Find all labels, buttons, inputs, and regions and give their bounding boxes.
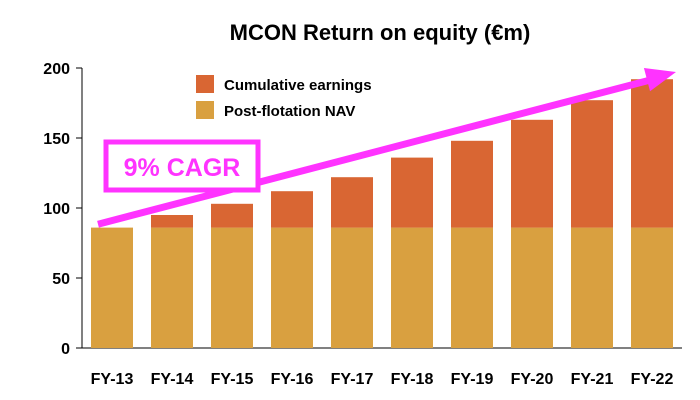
y-tick-label: 100 xyxy=(43,201,70,218)
bar-post-flotation-nav-fy-13 xyxy=(91,227,133,348)
x-tick-label: FY-21 xyxy=(571,371,614,388)
x-tick-label: FY-17 xyxy=(331,371,374,388)
cagr-arrow-line xyxy=(97,74,659,228)
x-tick-label: FY-20 xyxy=(511,371,554,388)
chart-title: MCON Return on equity (€m) xyxy=(230,20,531,45)
bar-cumulative-earnings-fy-22 xyxy=(631,79,673,228)
legend-swatch xyxy=(196,75,214,93)
cagr-label-box xyxy=(103,139,261,193)
bar-post-flotation-nav-fy-22 xyxy=(631,227,673,348)
bar-post-flotation-nav-fy-18 xyxy=(391,227,433,348)
cagr-annotation: 9% CAGR xyxy=(97,68,676,228)
bar-post-flotation-nav-fy-20 xyxy=(511,227,553,348)
bar-post-flotation-nav-fy-17 xyxy=(331,227,373,348)
bar-post-flotation-nav-fy-16 xyxy=(271,227,313,348)
bar-cumulative-earnings-fy-16 xyxy=(271,191,313,228)
cagr-label: 9% CAGR xyxy=(124,154,241,182)
bar-cumulative-earnings-fy-21 xyxy=(571,100,613,228)
bar-post-flotation-nav-fy-19 xyxy=(451,227,493,348)
x-tick-label: FY-22 xyxy=(631,371,674,388)
x-tick-label: FY-13 xyxy=(91,371,134,388)
bar-cumulative-earnings-fy-14 xyxy=(151,215,193,228)
legend-swatch xyxy=(196,101,214,119)
legend-label: Post-flotation NAV xyxy=(224,103,355,120)
x-tick-label: FY-16 xyxy=(271,371,314,388)
bar-post-flotation-nav-fy-14 xyxy=(151,227,193,348)
y-tick-label: 200 xyxy=(43,61,70,78)
y-tick-label: 50 xyxy=(52,271,70,288)
bar-cumulative-earnings-fy-20 xyxy=(511,119,553,228)
bar-cumulative-earnings-fy-17 xyxy=(331,177,373,228)
legend-label: Cumulative earnings xyxy=(224,77,372,94)
y-tick-label: 150 xyxy=(43,131,70,148)
bar-cumulative-earnings-fy-19 xyxy=(451,140,493,228)
bar-cumulative-earnings-fy-15 xyxy=(211,203,253,228)
cagr-arrow-head xyxy=(643,68,676,92)
bar-post-flotation-nav-fy-21 xyxy=(571,227,613,348)
bars xyxy=(91,79,673,348)
bar-cumulative-earnings-fy-18 xyxy=(391,157,433,228)
y-tick-label: 0 xyxy=(61,341,70,358)
x-tick-labels: FY-13 FY-14 FY-15 FY-16 FY-17 FY-18 FY-19 FY-20… xyxy=(91,371,674,388)
x-tick-label: FY-14 xyxy=(151,371,194,388)
y-tick-labels: 0 50 100 150 200 xyxy=(43,61,70,358)
x-tick-label: FY-19 xyxy=(451,371,494,388)
bar-post-flotation-nav-fy-15 xyxy=(211,227,253,348)
x-tick-label: FY-15 xyxy=(211,371,254,388)
legend: Cumulative earnings Post-flotation NAV xyxy=(196,75,372,120)
x-tick-label: FY-18 xyxy=(391,371,434,388)
